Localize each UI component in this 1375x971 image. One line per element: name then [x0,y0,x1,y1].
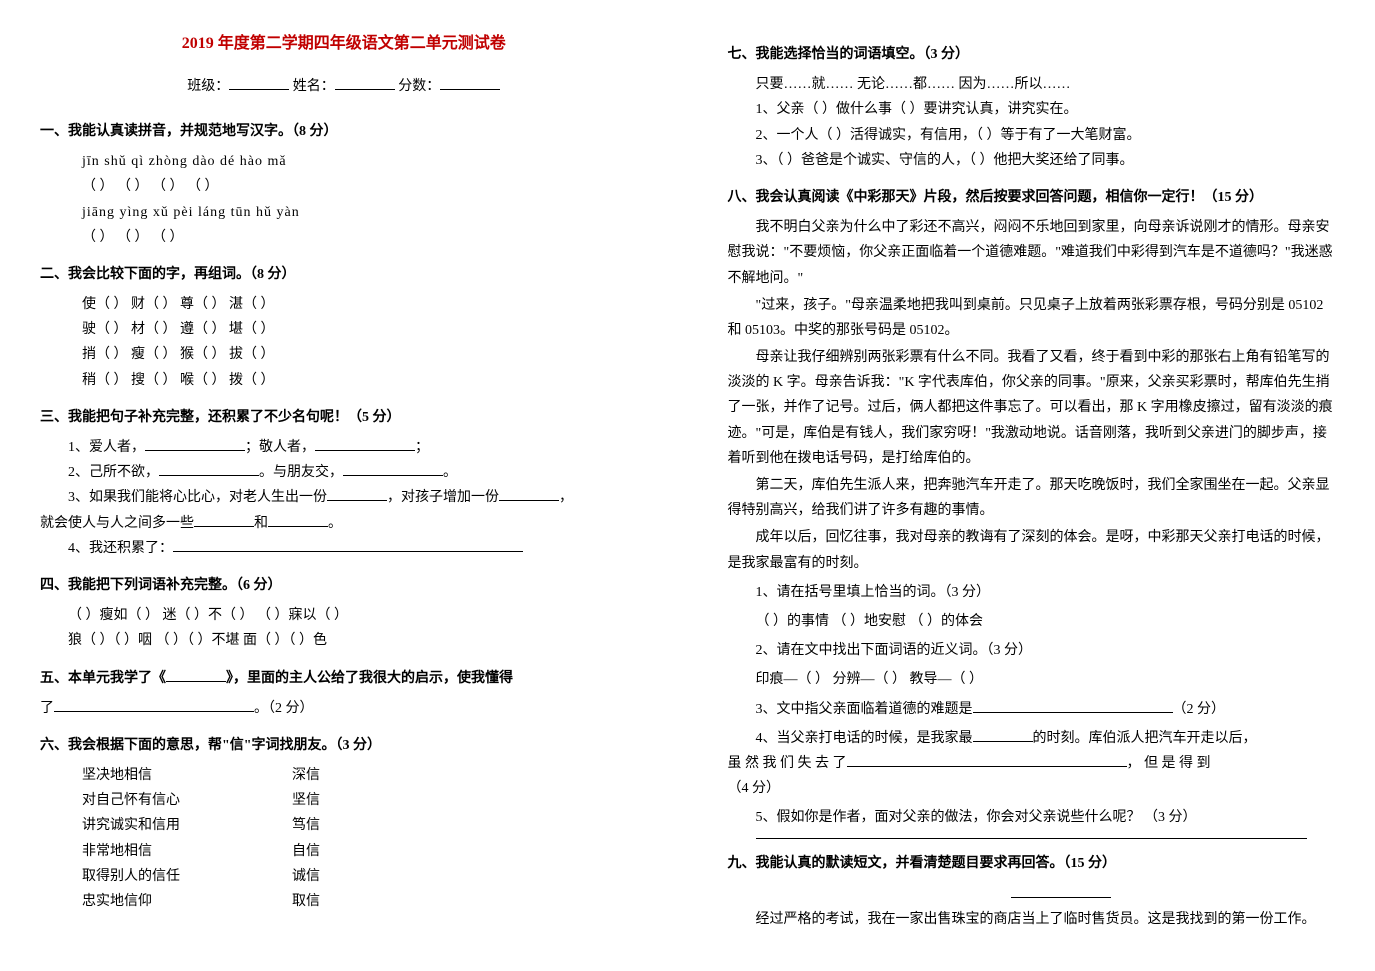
paren-row-2: （ ） （ ） （ ） [40,225,648,250]
exam-title: 2019 年度第二学期四年级语文第二单元测试卷 [40,30,648,59]
left-column: 2019 年度第二学期四年级语文第二单元测试卷 班级： 姓名： 分数： 一、我能… [0,0,688,971]
s8-q4: 4、当父亲打电话的时候，是我家最的时刻。库伯派人把汽车开走以后， [728,726,1336,751]
s8-p4: 第二天，库伯先生派人来，把奔驰汽车开走了。那天吃晚饭时，我们全家围坐在一起。父亲… [728,473,1336,523]
s3-q3: 3、如果我们能将心比心，对老人生出一份，对孩子增加一份， [40,485,648,510]
section-4-title: 四、我能把下列词语补充完整。（6 分） [40,573,648,598]
s4-row1: （ ）瘦如（ ） 迷（ ）不（ ） （ ）寐以（ ） [40,603,648,628]
s9-p1: 经过严格的考试，我在一家出售珠宝的商店当上了临时售货员。这是我找到的第一份工作。 [728,907,1336,932]
char-row-3: 捎（ ） 瘦（ ） 猴（ ） 拔（ ） [40,342,648,367]
s7-q2: 2、一个人（ ）活得诚实，有信用，（ ）等于有了一大笔财富。 [728,123,1336,148]
s8-q3: 3、文中指父亲面临着道德的难题是（2 分） [728,697,1336,722]
answer-line [756,838,1308,839]
s8-q4-score: （4 分） [728,776,1336,801]
name-label: 姓名： [293,79,335,94]
section-8-title: 八、我会认真阅读《中彩那天》片段，然后按要求回答问题，相信你一定行！（15 分） [728,185,1336,210]
char-row-1: 使（ ） 财（ ） 尊（ ） 湛（ ） [40,292,648,317]
s3-q2: 2、己所不欲，。与朋友交，。 [40,460,648,485]
pinyin-row-1: jīn shǔ qì zhòng dào dé hào mǎ [40,149,648,174]
s9-title-blank [728,882,1336,907]
s6-item-1: 对自己怀有信心坚信 [40,788,648,813]
s7-q1: 1、父亲（ ）做什么事（ ）要讲究认真，讲究实在。 [728,97,1336,122]
section-9-title: 九、我能认真的默读短文，并看清楚题目要求再回答。（15 分） [728,851,1336,876]
char-row-2: 驶（ ） 材（ ） 遵（ ） 堪（ ） [40,317,648,342]
paren-row-1: （ ） （ ） （ ） （ ） [40,174,648,199]
score-label: 分数： [398,79,440,94]
s7-options: 只要……就…… 无论……都…… 因为……所以…… [728,72,1336,97]
s3-q3-cont: 就会使人与人之间多一些和。 [40,511,648,536]
section-7-title: 七、我能选择恰当的词语填空。（3 分） [728,42,1336,67]
s6-item-2: 讲究诚实和信用笃信 [40,813,648,838]
char-row-4: 稍（ ） 搜（ ） 喉（ ） 拨（ ） [40,368,648,393]
section-1-title: 一、我能认真读拼音，并规范地写汉字。（8 分） [40,119,648,144]
s8-q4-cont: 虽 然 我 们 失 去 了， 但 是 得 到 [728,751,1336,776]
s6-item-5: 忠实地信仰取信 [40,889,648,914]
s8-q2-line: 印痕—（ ） 分辨—（ ） 教导—（ ） [728,667,1336,692]
pinyin-row-2: jiāng yìng xǔ pèi láng tūn hǔ yàn [40,200,648,225]
s8-p5: 成年以后，回忆往事，我对母亲的教诲有了深刻的体会。是呀，中彩那天父亲打电话的时候… [728,525,1336,575]
s8-p3: 母亲让我仔细辨别两张彩票有什么不同。我看了又看，终于看到中彩的那张右上角有铅笔写… [728,345,1336,471]
class-label: 班级： [187,79,229,94]
student-info: 班级： 姓名： 分数： [40,74,648,99]
s8-q5: 5、假如你是作者，面对父亲的做法，你会对父亲说些什么呢？ （3 分） [728,805,1336,830]
right-column: 七、我能选择恰当的词语填空。（3 分） 只要……就…… 无论……都…… 因为……… [688,0,1375,971]
s6-item-4: 取得别人的信任诚信 [40,864,648,889]
s8-q1-line: （ ）的事情 （ ）地安慰 （ ）的体会 [728,609,1336,634]
s7-q3: 3、（ ）爸爸是个诚实、守信的人，（ ）他把大奖还给了同事。 [728,148,1336,173]
s8-p1: 我不明白父亲为什么中了彩还不高兴，闷闷不乐地回到家里，向母亲诉说刚才的情形。母亲… [728,215,1336,291]
section-3-title: 三、我能把句子补充完整，还积累了不少名句呢！（5 分） [40,405,648,430]
s8-q1: 1、请在括号里填上恰当的词。（3 分） [728,580,1336,605]
s3-q1: 1、爱人者，；敬人者，； [40,435,648,460]
s6-item-0: 坚决地相信深信 [40,763,648,788]
s6-item-3: 非常地相信自信 [40,839,648,864]
section-6-title: 六、我会根据下面的意思，帮"信"字词找朋友。（3 分） [40,733,648,758]
s4-row2: 狼（ ）（ ）咽 （ ）（ ）不堪 面（ ）（ ）色 [40,628,648,653]
s8-p2: "过来，孩子。"母亲温柔地把我叫到桌前。只见桌子上放着两张彩票存根，号码分别是 … [728,293,1336,343]
section-5-title: 五、本单元我学了《》，里面的主人公给了我很大的启示，使我懂得 [40,666,648,691]
s5-cont: 了。（2 分） [40,696,648,721]
s3-q4: 4、我还积累了： [40,536,648,561]
section-2-title: 二、我会比较下面的字，再组词。（8 分） [40,262,648,287]
s8-q2: 2、请在文中找出下面词语的近义词。（3 分） [728,638,1336,663]
